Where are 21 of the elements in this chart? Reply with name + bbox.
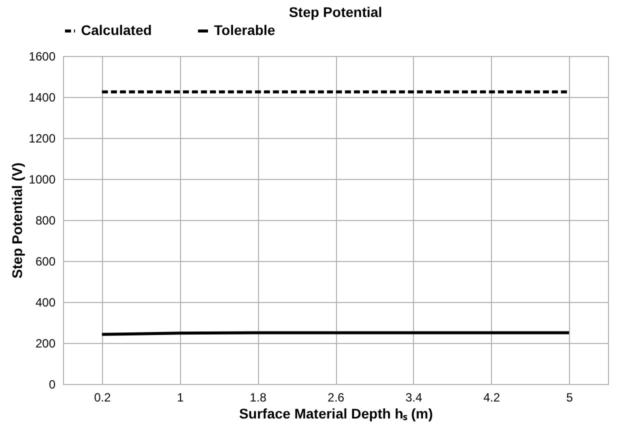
y-tick-label: 0: [48, 378, 56, 392]
y-tick-label: 1600: [28, 50, 56, 64]
y-tick-label: 600: [35, 254, 56, 268]
x-tick-label: 3.4: [406, 390, 423, 404]
legend-label: Calculated: [81, 22, 152, 38]
y-tick-label: 1200: [28, 132, 56, 146]
x-tick-label: 5: [566, 390, 574, 404]
y-tick-label: 200: [35, 336, 56, 350]
x-tick-label: 1.8: [250, 390, 267, 404]
x-tick-label: 4.2: [483, 390, 500, 404]
x-axis-title: Surface Material Depth hₛ (m): [239, 406, 433, 422]
y-tick-label: 400: [35, 296, 56, 310]
legend-label: Tolerable: [214, 22, 276, 38]
x-tick-label: 1: [176, 390, 184, 404]
x-tick-label: 0.2: [94, 390, 112, 404]
y-tick-label: 800: [35, 214, 56, 228]
x-tick-label: 2.6: [328, 390, 345, 404]
y-axis-title: Step Potential (V): [8, 162, 25, 278]
chart-title: Step Potential: [288, 4, 382, 20]
y-tick-label: 1000: [28, 172, 56, 186]
y-tick-label: 1400: [28, 90, 56, 104]
